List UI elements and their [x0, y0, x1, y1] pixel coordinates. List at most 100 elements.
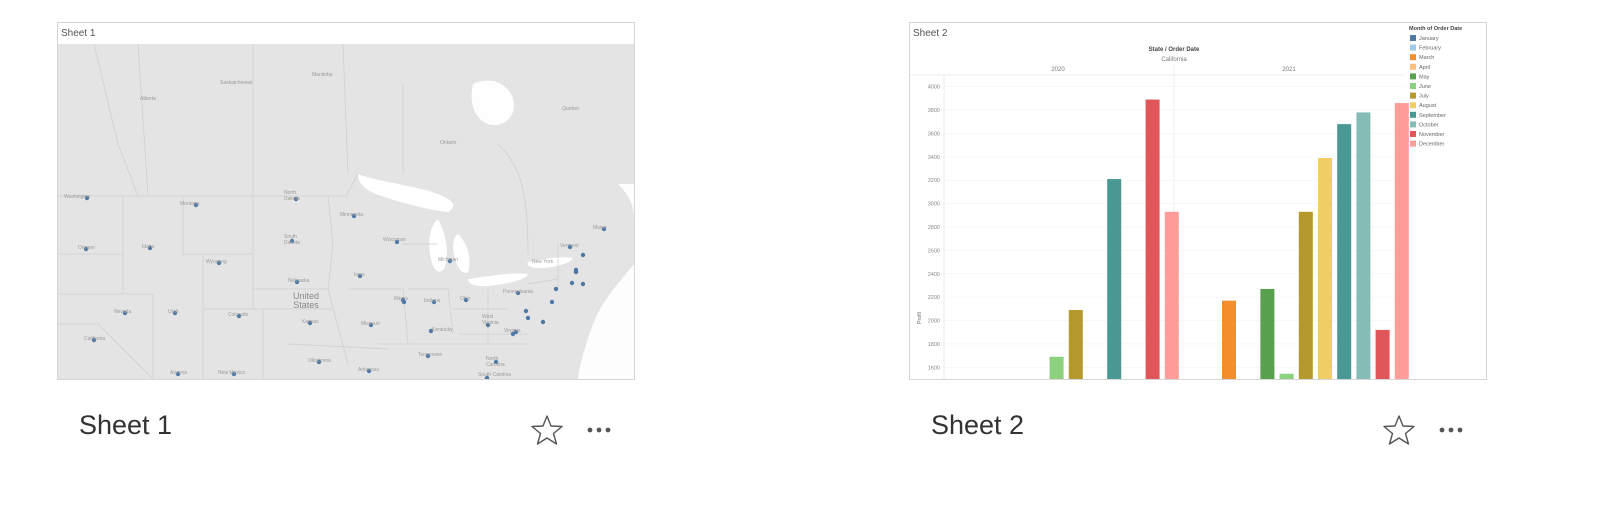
legend-item: February — [1419, 46, 1441, 52]
y-tick-label: 3000 — [928, 202, 940, 208]
y-tick-label: 2000 — [928, 319, 940, 325]
star-icon[interactable] — [529, 412, 565, 448]
map-label: West Virginia — [482, 314, 499, 326]
y-tick-label: 3400 — [928, 155, 940, 161]
bar-2021-october[interactable] — [1356, 112, 1371, 379]
map-label: New York — [532, 259, 554, 265]
map-label: Manitoba — [312, 72, 333, 78]
map-country-label: United States — [292, 291, 319, 310]
bar-2021-november[interactable] — [1375, 329, 1390, 379]
legend-item: January — [1419, 36, 1439, 42]
map-label: Wyoming — [206, 259, 227, 265]
sheet-card-2[interactable]: Sheet 2 State / Order Date California 20… — [909, 22, 1487, 456]
sheet-name[interactable]: Sheet 1 — [79, 410, 173, 440]
bar-2021-september[interactable] — [1337, 124, 1352, 379]
legend-item: November — [1419, 132, 1445, 138]
legend-swatch — [1410, 54, 1416, 61]
y-tick-label: 3200 — [928, 178, 940, 184]
sheet-thumbnail[interactable]: Sheet 1 — [57, 22, 635, 380]
legend-item: May — [1419, 74, 1430, 80]
sheet-card-1[interactable]: Sheet 1 — [57, 22, 635, 456]
bar-2021-march[interactable] — [1222, 300, 1236, 379]
map-label: Indiana — [424, 298, 441, 304]
map-label: Colorado — [228, 312, 249, 318]
legend-swatch — [1410, 83, 1416, 89]
y-tick-label: 2400 — [928, 272, 940, 278]
legend-title: Month of Order Date — [1409, 26, 1462, 32]
bar-2020-november[interactable] — [1145, 99, 1160, 379]
map-label: Oregon — [78, 245, 95, 251]
legend-item: August — [1419, 103, 1437, 109]
map-label: Ohio — [460, 296, 471, 302]
map-label: Montana — [180, 201, 200, 207]
map-label: Maine — [593, 225, 607, 231]
y-tick-label: 1800 — [928, 342, 940, 348]
more-icon[interactable] — [585, 422, 615, 438]
map-label: Quebec — [562, 106, 580, 112]
chart-panel-label: California — [1161, 57, 1187, 63]
map-svg — [58, 43, 634, 379]
legend-swatch — [1410, 92, 1416, 99]
map-label: Washington — [64, 194, 91, 200]
sheet-name[interactable]: Sheet 2 — [931, 410, 1025, 440]
map-label: Michigan — [438, 257, 459, 263]
legend-swatch — [1410, 111, 1416, 118]
bar-2021-july[interactable] — [1298, 211, 1313, 379]
bar-2021-december[interactable] — [1394, 103, 1409, 379]
y-tick-label: 2800 — [928, 225, 940, 231]
map-label: Nebraska — [288, 278, 310, 284]
y-tick-label: 3600 — [928, 131, 940, 137]
map-label: Nevada — [114, 309, 132, 315]
map-label: Tennessee — [418, 352, 443, 358]
legend-swatch — [1410, 73, 1416, 80]
profit-bar-chart: State / Order Date California 2020 2021 … — [910, 26, 1462, 379]
legend-item: September — [1419, 113, 1446, 119]
y-tick-label: 3800 — [928, 108, 940, 114]
map-label: North Carolina — [486, 356, 505, 368]
map-label: Vermont — [560, 243, 579, 249]
bar-2021-august[interactable] — [1318, 158, 1332, 379]
card-footer: Sheet 1 — [57, 396, 635, 456]
legend-swatch — [1410, 35, 1416, 41]
bar-2021-may[interactable] — [1260, 288, 1275, 379]
sheet-thumbnail[interactable]: Sheet 2 State / Order Date California 20… — [909, 22, 1487, 380]
map-label: Arkansas — [358, 367, 379, 373]
map-label: New Mexico — [218, 370, 246, 376]
y-tick-label: 4000 — [928, 85, 940, 91]
map-label: Alberta — [140, 96, 156, 102]
map-label: North Dakota — [284, 190, 300, 202]
map-label: Illinois — [394, 296, 408, 302]
map-label: Wisconsin — [383, 237, 406, 243]
legend-item: June — [1419, 84, 1431, 90]
y-axis-label: Profit — [917, 312, 923, 324]
legend-item: October — [1419, 122, 1439, 128]
legend-swatch — [1410, 140, 1416, 147]
map-label: South Carolina — [478, 372, 512, 378]
map-label: Arizona — [170, 370, 187, 376]
y-tick-label: 1600 — [928, 365, 940, 371]
legend-item: March — [1419, 55, 1434, 61]
legend-swatch — [1410, 121, 1416, 128]
map-label: Oklahoma — [308, 358, 331, 364]
map-label: Minnesota — [340, 212, 364, 218]
map-label: Idaho — [142, 244, 155, 250]
bar-2020-june[interactable] — [1049, 356, 1064, 379]
star-icon[interactable] — [1381, 412, 1417, 448]
map-label: Kansas — [302, 319, 319, 325]
map-label: Utah — [168, 309, 179, 315]
bar-2021-june[interactable] — [1279, 373, 1294, 379]
y-tick-label: 2200 — [928, 295, 940, 301]
bar-2020-july[interactable] — [1068, 310, 1083, 379]
legend-item: April — [1419, 65, 1430, 71]
bar-2020-december[interactable] — [1164, 211, 1179, 379]
more-icon[interactable] — [1437, 422, 1467, 438]
legend-swatch — [1410, 131, 1416, 137]
legend-item: December — [1419, 142, 1445, 148]
chart-year-label: 2021 — [1282, 67, 1296, 73]
map-label: Iowa — [354, 272, 365, 278]
map-label: Pennsylvania — [503, 289, 533, 295]
bar-2020-september[interactable] — [1107, 179, 1122, 379]
map-label: Missouri — [361, 321, 380, 327]
thumbnail-title: Sheet 2 — [913, 28, 948, 39]
chart-header-title: State / Order Date — [1149, 47, 1200, 53]
